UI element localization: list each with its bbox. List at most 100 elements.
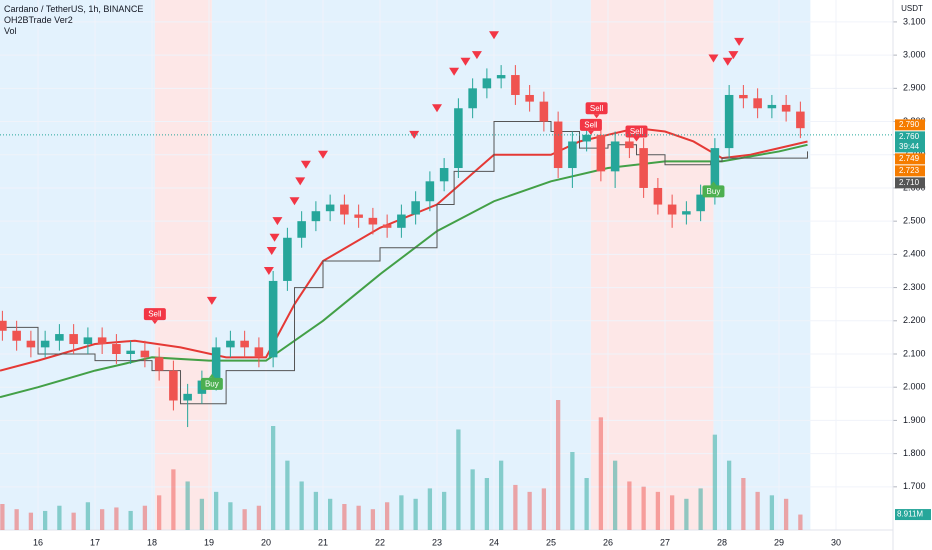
sell-marker	[460, 57, 471, 66]
price-tag	[895, 131, 925, 153]
volume-bar	[342, 504, 347, 530]
price-tag-label: 2.749	[899, 154, 920, 163]
volume-bar	[612, 460, 618, 530]
candle-body	[582, 134, 591, 142]
x-tick-label: 16	[33, 537, 43, 547]
candle-body	[368, 217, 378, 225]
candle-body	[639, 148, 648, 188]
signal-box	[143, 308, 166, 321]
volume-bar	[726, 460, 732, 530]
candle-body	[496, 75, 506, 79]
signal-label: Sell	[630, 127, 644, 136]
x-tick-label: 21	[318, 537, 328, 547]
volume-bar	[256, 505, 262, 530]
candle-body	[753, 98, 762, 109]
signal-label: Buy	[707, 187, 721, 196]
volume-bar	[399, 495, 404, 530]
candle-body	[83, 337, 93, 345]
sell-marker	[432, 104, 443, 113]
volume-bar	[142, 505, 148, 530]
volume-bar	[798, 514, 803, 530]
session-band	[0, 0, 155, 530]
volume-bar	[484, 478, 490, 530]
volume-bar	[755, 491, 760, 530]
signal-label: Sell	[590, 104, 604, 113]
signal-label: Sell	[584, 120, 598, 129]
sell-marker	[471, 51, 482, 60]
signal: Sell	[143, 308, 166, 325]
candle-body	[140, 350, 150, 358]
volume-bar	[470, 469, 475, 530]
candle-body	[211, 347, 221, 381]
volume-bar	[456, 429, 461, 530]
signal: Sell	[585, 102, 608, 119]
indicator-line	[0, 127, 808, 372]
candle-body	[796, 111, 805, 129]
signal: Buy	[702, 181, 725, 198]
volume-bar	[299, 481, 304, 530]
session-band	[713, 0, 811, 530]
countdown: 39:44	[899, 142, 920, 151]
candle-body	[625, 141, 634, 149]
volume-bar	[128, 510, 133, 530]
volume-bar	[57, 505, 62, 530]
candle-body	[482, 78, 492, 89]
volume-bar	[28, 512, 34, 530]
volume-bar	[527, 491, 532, 530]
candle-body	[268, 280, 278, 358]
x-tick-label: 20	[261, 537, 271, 547]
session-band	[211, 0, 591, 530]
y-tick-label: 3.000	[903, 50, 926, 60]
sell-marker	[449, 67, 460, 76]
y-tick-label: 2.900	[903, 83, 926, 93]
x-tick-label: 29	[774, 537, 784, 547]
candle-body	[596, 134, 606, 172]
x-tick-label: 18	[147, 537, 157, 547]
x-tick-label: 23	[432, 537, 442, 547]
candle-body	[240, 340, 249, 348]
candle-body	[710, 148, 720, 195]
volume-bar	[641, 486, 646, 530]
session-band	[154, 0, 212, 530]
y-tick-label: 1.800	[903, 448, 926, 458]
candle-body	[0, 320, 7, 331]
signal-pointer	[151, 320, 158, 325]
volume-bar	[100, 509, 105, 530]
price-tag	[895, 153, 925, 165]
price-tag-label: 2.723	[899, 166, 920, 175]
y-tick-label: 2.200	[903, 315, 926, 325]
signal-box	[702, 185, 725, 198]
signal-pointer	[593, 114, 600, 119]
volume-bar	[441, 491, 447, 530]
y-tick-label: 2.400	[903, 249, 926, 259]
price-tag	[895, 119, 925, 131]
x-tick-label: 27	[660, 537, 670, 547]
volume-tag	[895, 509, 931, 521]
volume-bar	[513, 484, 518, 530]
signal-box	[579, 118, 602, 131]
sell-marker	[272, 217, 283, 226]
volume-bar	[0, 504, 5, 530]
x-tick-label: 22	[375, 537, 385, 547]
candle-body	[525, 94, 534, 102]
chart-title: Cardano / TetherUS, 1h, BINANCE	[4, 4, 144, 14]
volume-bar	[43, 510, 48, 530]
indicator-name: OH2BTrade Ver2	[4, 15, 73, 25]
volume-bar	[356, 505, 361, 530]
x-tick-label: 24	[489, 537, 499, 547]
signal: Sell	[579, 118, 602, 135]
sell-marker	[289, 197, 300, 206]
indicator-line	[0, 121, 809, 405]
candle-body	[439, 168, 449, 182]
candle-body	[739, 94, 748, 99]
sell-marker	[266, 247, 277, 256]
volume-bar	[541, 488, 547, 530]
candle-body	[354, 214, 363, 218]
candle-body	[724, 94, 734, 149]
volume-bar	[271, 426, 276, 530]
candle-body	[781, 104, 791, 112]
candle-body	[126, 350, 135, 354]
candle-body	[696, 194, 705, 212]
candle-body	[340, 204, 349, 215]
